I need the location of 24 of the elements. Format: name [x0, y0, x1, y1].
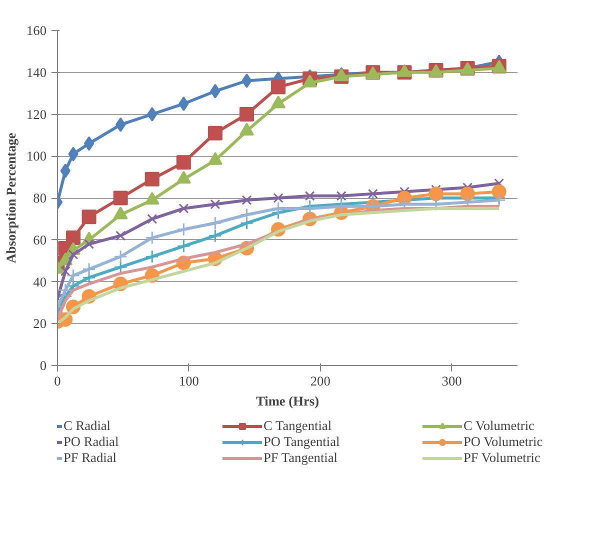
- x-tick-label: 100: [178, 374, 200, 388]
- legend-label: PF Tangential: [264, 450, 338, 466]
- y-tick-label: 20: [33, 316, 47, 332]
- legend-label: C Radial: [64, 418, 112, 434]
- y-tick-label: 120: [26, 106, 47, 122]
- x-axis-title: Time (Hrs): [256, 394, 320, 408]
- y-tick-label: 60: [33, 232, 47, 248]
- legend-label: C Volumetric: [464, 418, 536, 434]
- y-tick-label: 80: [33, 190, 47, 206]
- x-tick-label: 0: [54, 374, 62, 388]
- y-axis-title: Absorption Percentage: [4, 132, 19, 264]
- legend-label: PO Tangential: [264, 434, 341, 450]
- legend-label: C Tangential: [264, 418, 333, 434]
- legend-label: PF Volumetric: [464, 450, 542, 466]
- y-tick-label: 140: [26, 64, 47, 80]
- y-tick-label: 100: [26, 148, 47, 164]
- y-tick-label: 160: [26, 23, 47, 38]
- legend-label: PF Radial: [64, 450, 118, 466]
- x-tick-label: 200: [310, 374, 331, 388]
- legend-label: PO Radial: [64, 434, 120, 450]
- x-tick-label: 300: [442, 374, 462, 388]
- y-tick-label: 40: [33, 274, 47, 290]
- y-tick-label: 0: [40, 358, 47, 373]
- legend-label: PO Volumetric: [464, 434, 544, 450]
